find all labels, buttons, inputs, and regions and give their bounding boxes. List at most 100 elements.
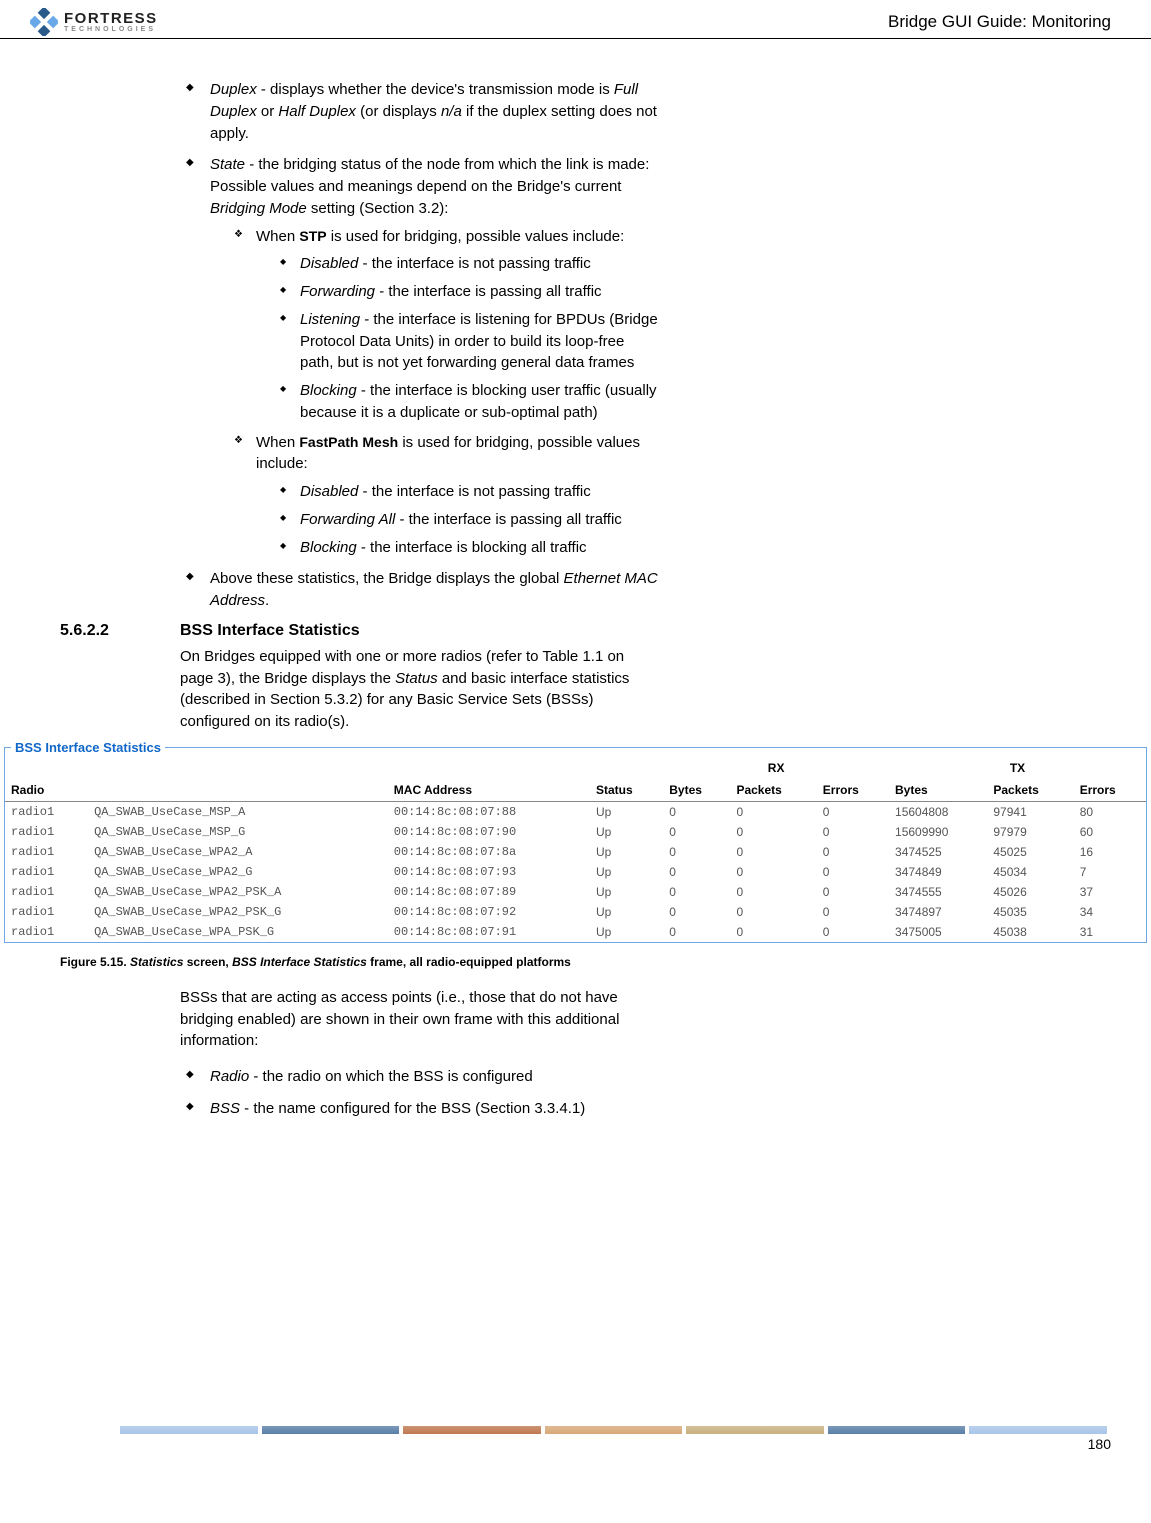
bullet-radio: Radio - the radio on which the BSS is co… (180, 1066, 660, 1088)
term-na: n/a (441, 103, 462, 120)
table-row: radio1QA_SWAB_UseCase_WPA2_G00:14:8c:08:… (5, 862, 1146, 882)
cell-rx-bytes: 0 (663, 822, 730, 842)
figure-ital-1: Statistics (130, 955, 183, 969)
cell-rx-errors: 0 (817, 842, 889, 862)
content-body: Duplex - displays whether the device's t… (0, 79, 1151, 733)
text: Above these statistics, the Bridge displ… (210, 570, 564, 587)
cell-bss: QA_SWAB_UseCase_WPA2_A (88, 842, 388, 862)
cell-mac: 00:14:8c:08:07:92 (388, 902, 590, 922)
col-rx-errors: Errors (817, 779, 889, 802)
text: - the name configured for the BSS (Secti… (240, 1100, 585, 1117)
term: Disabled (300, 255, 358, 272)
cell-mac: 00:14:8c:08:07:91 (388, 922, 590, 942)
bss-stats-table: RX TX Radio MAC Address Status Bytes Pac… (5, 757, 1146, 942)
text: frame, all radio-equipped platforms (367, 955, 571, 969)
text: (or displays (356, 103, 441, 120)
stp-listening: Listening - the interface is listening f… (276, 309, 660, 374)
col-mac: MAC Address (388, 779, 590, 802)
footer-bar-segment (262, 1426, 400, 1434)
section-body: On Bridges equipped with one or more rad… (180, 646, 640, 733)
bullet-bss: BSS - the name configured for the BSS (S… (180, 1098, 660, 1120)
table-row: radio1QA_SWAB_UseCase_WPA2_PSK_G00:14:8c… (5, 902, 1146, 922)
cell-rx-errors: 0 (817, 801, 889, 822)
text: setting (Section 3.2): (307, 200, 449, 217)
text: - displays whether the device's transmis… (257, 81, 614, 98)
bullet-above: Above these statistics, the Bridge displ… (180, 568, 660, 612)
cell-tx-bytes: 3474525 (889, 842, 987, 862)
cell-radio: radio1 (5, 842, 88, 862)
cell-rx-errors: 0 (817, 922, 889, 942)
term: Forwarding All (300, 511, 395, 528)
cell-tx-bytes: 3474849 (889, 862, 987, 882)
text: is used for bridging, possible values in… (327, 228, 625, 245)
table-row: radio1QA_SWAB_UseCase_WPA_PSK_G00:14:8c:… (5, 922, 1146, 942)
cell-rx-errors: 0 (817, 822, 889, 842)
cell-mac: 00:14:8c:08:07:90 (388, 822, 590, 842)
cell-tx-errors: 80 (1074, 801, 1146, 822)
cell-bss: QA_SWAB_UseCase_WPA2_G (88, 862, 388, 882)
cell-rx-bytes: 0 (663, 922, 730, 942)
post-figure-body: BSSs that are acting as access points (i… (0, 987, 1151, 1120)
logo: FORTRESS TECHNOLOGIES (30, 8, 158, 36)
term-duplex: Duplex (210, 81, 257, 98)
col-group-tx: TX (889, 757, 1146, 779)
cell-tx-bytes: 15609990 (889, 822, 987, 842)
cell-bss: QA_SWAB_UseCase_WPA_PSK_G (88, 922, 388, 942)
cell-status: Up (590, 902, 663, 922)
section-number: 5.6.2.2 (60, 622, 140, 640)
footer-bar-segment (969, 1426, 1107, 1434)
figure-caption: Figure 5.15. Statistics screen, BSS Inte… (60, 955, 1151, 969)
cell-tx-packets: 45034 (987, 862, 1073, 882)
cell-tx-errors: 34 (1074, 902, 1146, 922)
sub-fastpath: When FastPath Mesh is used for bridging,… (230, 432, 660, 559)
footer-bar-segment (545, 1426, 683, 1434)
term: Blocking (300, 539, 357, 556)
term-state: State (210, 156, 245, 173)
stp-disabled: Disabled - the interface is not passing … (276, 253, 660, 275)
cell-bss: QA_SWAB_UseCase_MSP_G (88, 822, 388, 842)
col-group-rx: RX (663, 757, 889, 779)
text: - the interface is not passing traffic (358, 255, 590, 272)
logo-text: FORTRESS TECHNOLOGIES (64, 11, 158, 33)
cell-tx-packets: 97979 (987, 822, 1073, 842)
bullet-duplex: Duplex - displays whether the device's t… (180, 79, 660, 144)
text: . (265, 592, 269, 609)
text: When (256, 228, 299, 245)
cell-status: Up (590, 882, 663, 902)
footer-bar-segment (828, 1426, 966, 1434)
text: - the interface is not passing traffic (358, 483, 590, 500)
section-title: BSS Interface Statistics (180, 622, 360, 640)
cell-rx-packets: 0 (730, 842, 816, 862)
text: - the interface is passing all traffic (375, 283, 602, 300)
cell-tx-bytes: 3474555 (889, 882, 987, 902)
page-number: 180 (0, 1434, 1151, 1460)
cell-mac: 00:14:8c:08:07:89 (388, 882, 590, 902)
cell-tx-bytes: 3474897 (889, 902, 987, 922)
cell-tx-packets: 45038 (987, 922, 1073, 942)
stp-forwarding: Forwarding - the interface is passing al… (276, 281, 660, 303)
cell-tx-errors: 7 (1074, 862, 1146, 882)
cell-status: Up (590, 822, 663, 842)
term: Listening (300, 311, 360, 328)
figure-ital-2: BSS Interface Statistics (232, 955, 367, 969)
cell-tx-errors: 37 (1074, 882, 1146, 902)
bullet-state: State - the bridging status of the node … (180, 154, 660, 558)
footer-bar-segment (120, 1426, 258, 1434)
col-bss (88, 779, 388, 802)
cell-bss: QA_SWAB_UseCase_WPA2_PSK_G (88, 902, 388, 922)
table-header-cols: Radio MAC Address Status Bytes Packets E… (5, 779, 1146, 802)
col-rx-packets: Packets (730, 779, 816, 802)
cell-tx-packets: 45035 (987, 902, 1073, 922)
table-row: radio1QA_SWAB_UseCase_MSP_A00:14:8c:08:0… (5, 801, 1146, 822)
term: Disabled (300, 483, 358, 500)
cell-rx-bytes: 0 (663, 801, 730, 822)
col-tx-packets: Packets (987, 779, 1073, 802)
cell-status: Up (590, 842, 663, 862)
sub-stp: When STP is used for bridging, possible … (230, 226, 660, 424)
table-row: radio1QA_SWAB_UseCase_MSP_G00:14:8c:08:0… (5, 822, 1146, 842)
cell-rx-errors: 0 (817, 902, 889, 922)
cell-radio: radio1 (5, 822, 88, 842)
fp-forwarding: Forwarding All - the interface is passin… (276, 509, 660, 531)
col-status: Status (590, 779, 663, 802)
cell-mac: 00:14:8c:08:07:88 (388, 801, 590, 822)
